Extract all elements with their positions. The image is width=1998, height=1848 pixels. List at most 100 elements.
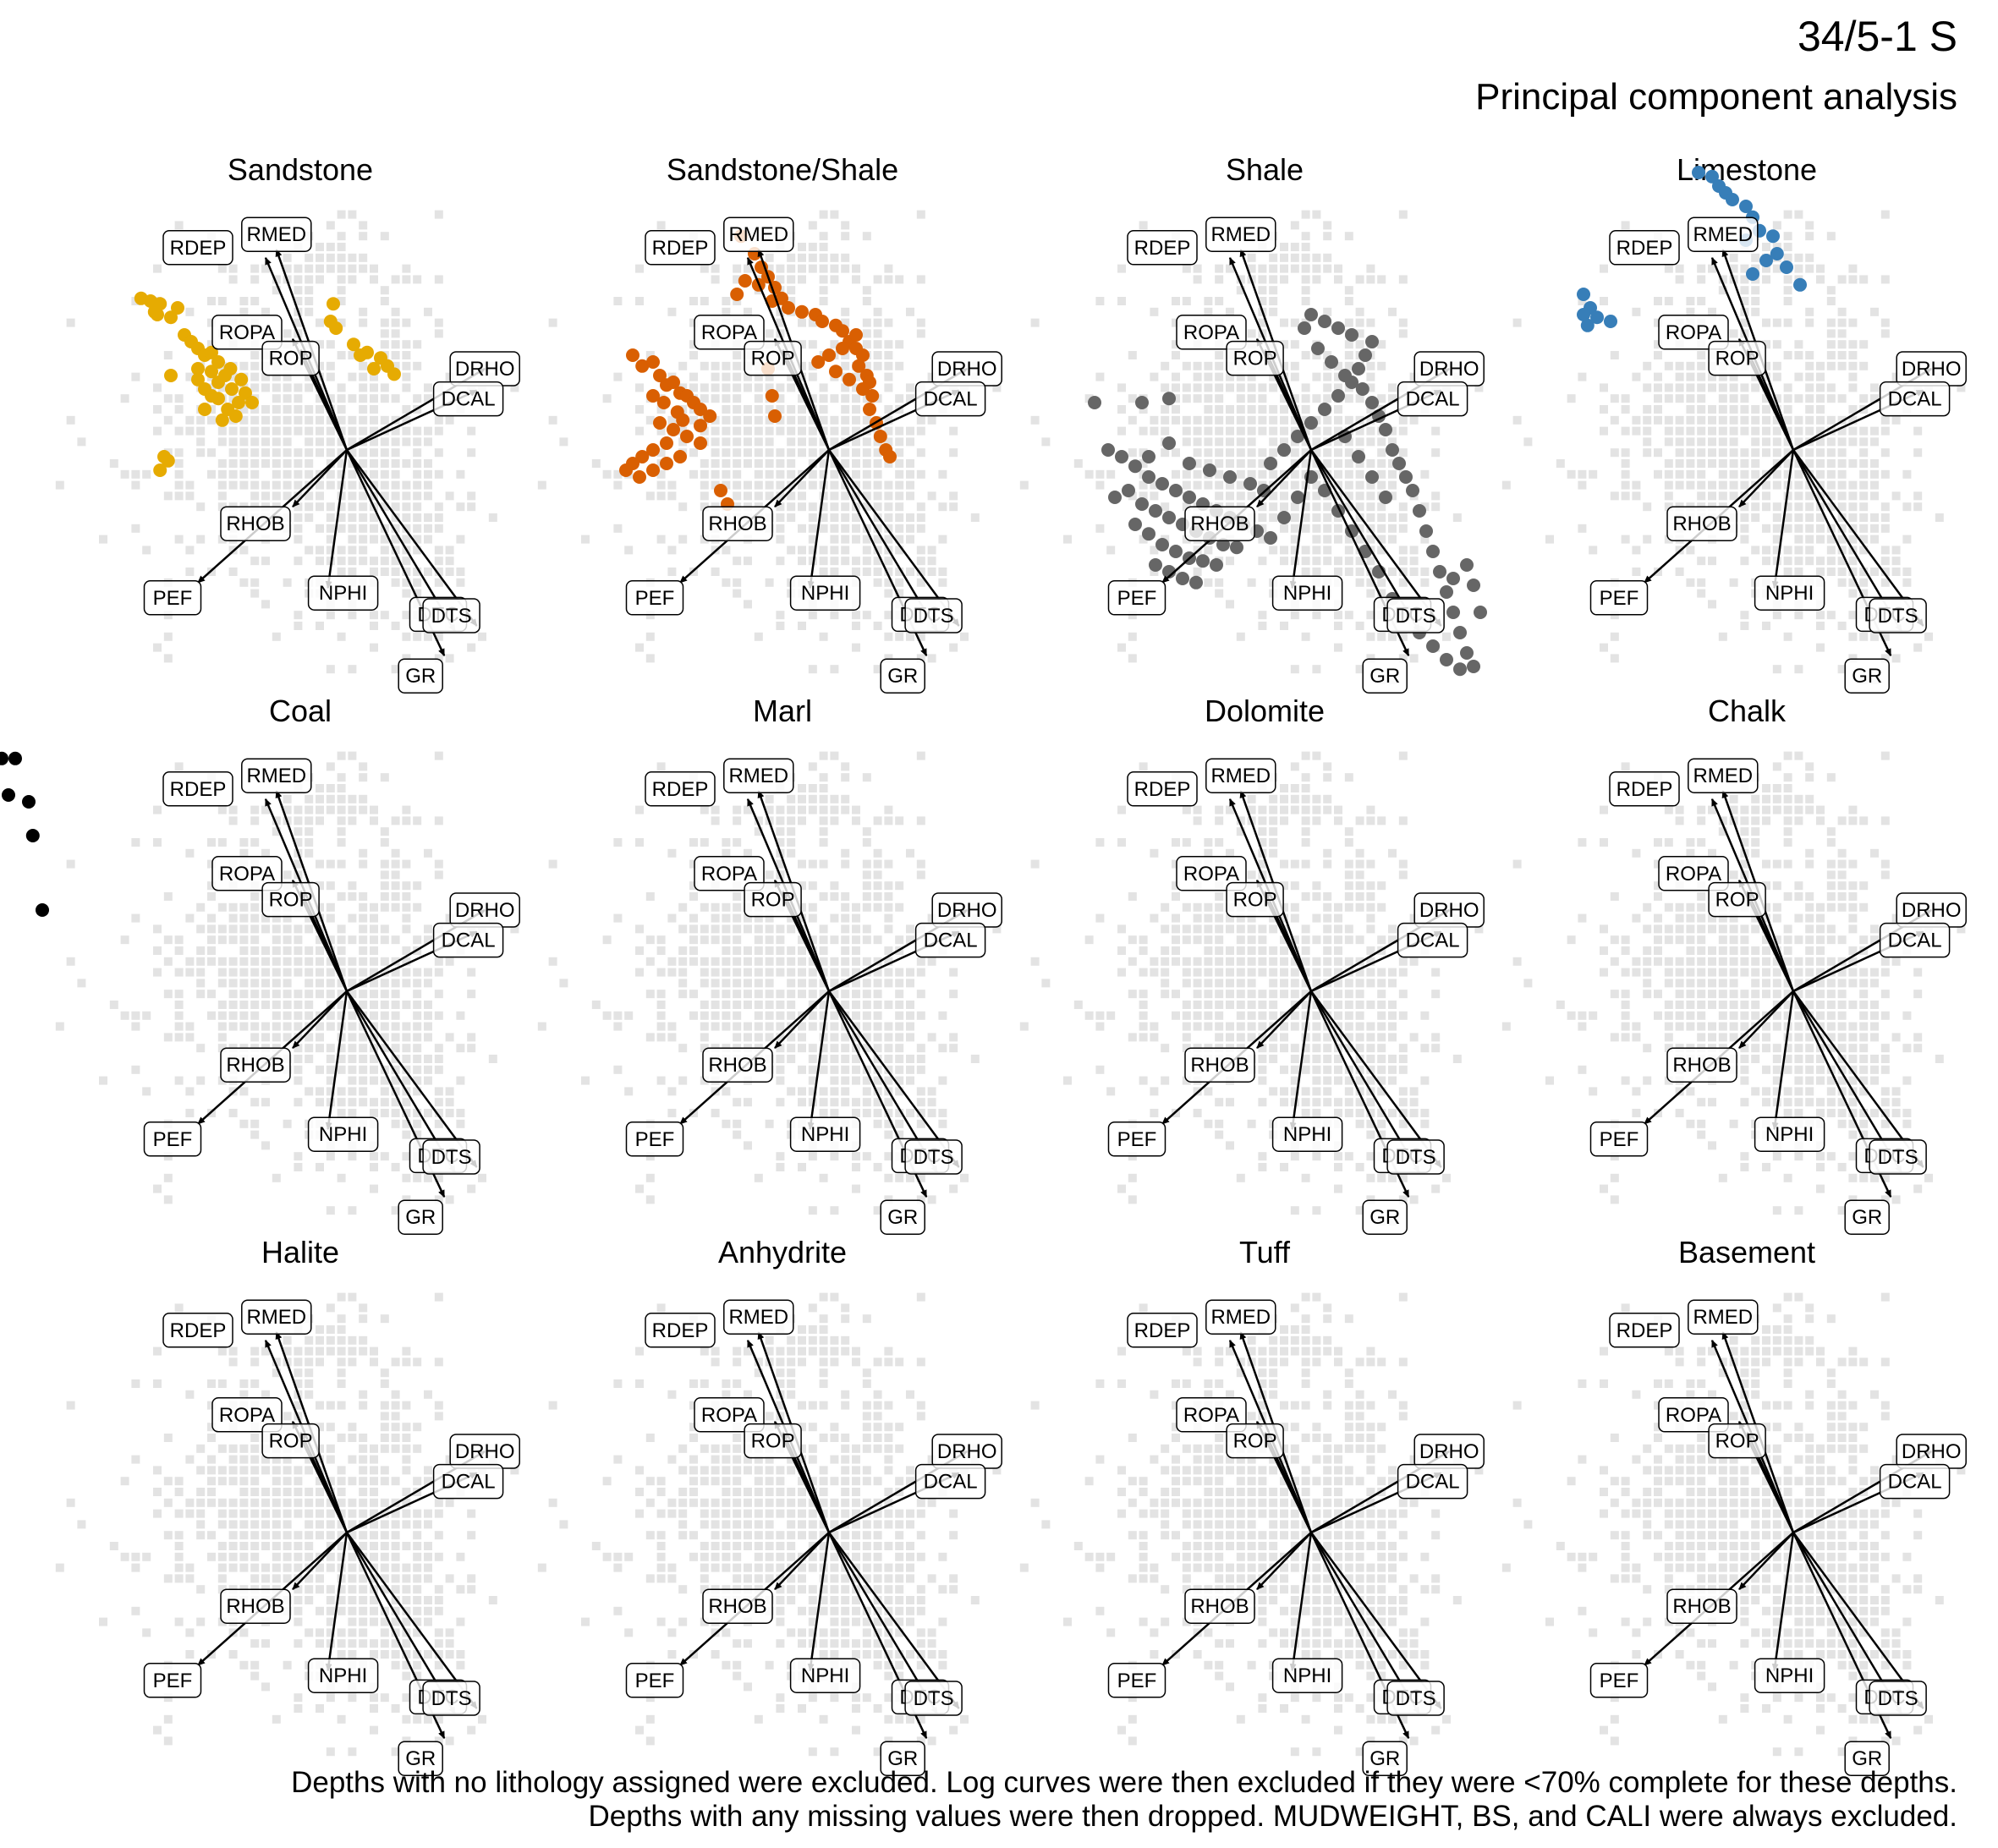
background-point	[1762, 264, 1770, 273]
background-point	[1355, 622, 1364, 630]
background-point	[337, 557, 346, 566]
background-point	[1697, 491, 1706, 501]
background-point	[1182, 469, 1191, 479]
background-point	[862, 557, 871, 566]
background-point	[391, 275, 400, 284]
background-point	[1204, 394, 1213, 403]
background-point	[1600, 838, 1608, 847]
background-point	[1643, 946, 1652, 955]
background-point	[1366, 611, 1375, 620]
background-point	[391, 870, 400, 880]
background-point	[938, 502, 947, 512]
background-point	[1654, 469, 1662, 479]
background-point	[1772, 437, 1781, 447]
loading-label-dts: DTS	[422, 1139, 480, 1175]
background-point	[613, 1022, 623, 1031]
background-point	[217, 469, 227, 479]
background-point	[776, 968, 785, 977]
background-point	[1600, 805, 1608, 814]
background-point	[283, 394, 292, 403]
label-text: DTS	[1396, 605, 1436, 628]
background-point	[1215, 589, 1224, 598]
label-box	[1754, 575, 1825, 611]
background-point	[711, 480, 720, 490]
background-point	[370, 535, 378, 544]
background-point	[1729, 448, 1738, 458]
background-point	[1280, 318, 1288, 327]
background-point	[1204, 1001, 1213, 1009]
background-point	[884, 264, 893, 273]
background-point	[916, 546, 925, 555]
background-point	[434, 1098, 443, 1107]
background-point	[733, 902, 742, 912]
background-point	[787, 848, 796, 858]
background-point	[413, 578, 422, 587]
background-point	[1355, 848, 1364, 858]
background-point	[1729, 415, 1738, 425]
background-point	[326, 935, 335, 945]
background-point	[402, 351, 411, 359]
background-point	[1344, 968, 1353, 977]
background-point	[359, 491, 368, 501]
background-point	[819, 957, 828, 966]
background-point	[1193, 1109, 1202, 1117]
background-point	[261, 480, 270, 490]
background-point	[1805, 361, 1814, 370]
background-point	[754, 372, 763, 381]
background-point	[348, 881, 357, 891]
data-point	[856, 348, 870, 362]
background-point	[380, 870, 389, 880]
background-point	[272, 968, 281, 977]
background-point	[1366, 383, 1375, 392]
background-point	[207, 415, 216, 425]
background-point	[1826, 546, 1836, 555]
background-point	[1247, 968, 1256, 977]
loading-label-pef: PEF	[625, 1121, 684, 1157]
background-point	[1697, 578, 1706, 587]
background-point	[316, 990, 324, 999]
background-point	[1643, 448, 1652, 458]
background-point	[733, 405, 742, 414]
background-point	[949, 990, 958, 999]
data-point	[873, 430, 887, 443]
background-point	[391, 902, 400, 912]
background-point	[305, 372, 314, 381]
background-point	[305, 1011, 314, 1020]
background-point	[1095, 372, 1105, 381]
background-point	[1621, 935, 1630, 945]
background-point	[250, 480, 260, 490]
background-point	[359, 383, 368, 392]
background-point	[1247, 469, 1256, 479]
background-point	[294, 935, 303, 945]
background-point	[305, 275, 314, 284]
background-point	[1193, 902, 1202, 912]
background-point	[559, 437, 568, 447]
background-point	[689, 838, 698, 847]
background-point	[808, 535, 817, 544]
background-point	[1247, 405, 1256, 414]
background-point	[873, 622, 882, 630]
background-point	[402, 881, 411, 891]
background-point	[185, 372, 195, 381]
background-point	[841, 859, 850, 869]
background-point	[819, 892, 828, 901]
background-point	[1697, 1098, 1706, 1107]
background-point	[272, 816, 281, 825]
background-point	[841, 1033, 850, 1042]
background-point	[635, 946, 644, 955]
background-point	[830, 611, 839, 620]
background-point	[402, 611, 411, 620]
background-point	[1172, 838, 1180, 847]
background-point	[906, 968, 914, 977]
background-point	[862, 1022, 871, 1031]
background-point	[250, 1033, 260, 1042]
background-point	[1697, 990, 1706, 999]
background-point	[305, 253, 314, 262]
background-point	[1708, 1022, 1716, 1031]
background-point	[830, 275, 839, 284]
background-point	[1215, 935, 1224, 945]
data-point	[171, 301, 184, 315]
background-point	[1794, 557, 1803, 566]
label-text: PEF	[153, 587, 193, 610]
background-point	[1323, 535, 1332, 544]
